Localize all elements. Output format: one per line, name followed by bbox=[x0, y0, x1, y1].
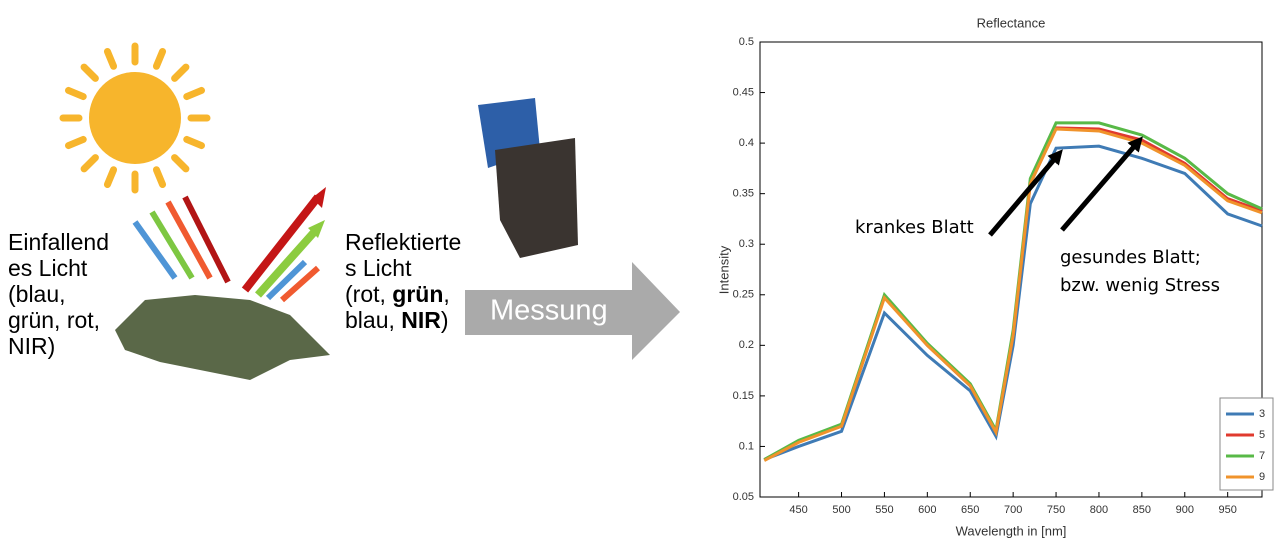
reflected-text-part: NIR bbox=[401, 307, 441, 333]
sun-ray bbox=[152, 166, 167, 189]
legend-label: 3 bbox=[1259, 408, 1265, 420]
sun-ray bbox=[183, 135, 206, 150]
sun-ray bbox=[103, 47, 118, 70]
sun bbox=[59, 42, 211, 194]
annotation: bzw. wenig Stress bbox=[1060, 275, 1220, 296]
y-tick-label: 0.05 bbox=[733, 491, 754, 503]
sun-ray bbox=[80, 63, 99, 82]
series-line bbox=[763, 144, 1263, 461]
x-tick-label: 900 bbox=[1176, 504, 1194, 516]
reflected-text-part: grün bbox=[392, 281, 443, 307]
incident-text: es Licht bbox=[8, 255, 88, 281]
light-arrows bbox=[132, 187, 326, 303]
sun-ray bbox=[171, 154, 190, 173]
plot-frame bbox=[759, 41, 1263, 498]
series-line bbox=[763, 127, 1263, 462]
x-tick-label: 650 bbox=[961, 504, 979, 516]
x-tick-label: 850 bbox=[1133, 504, 1151, 516]
measure-label: Messung bbox=[490, 295, 608, 327]
incident-text: (blau, bbox=[8, 281, 66, 307]
sun-ray bbox=[64, 135, 87, 150]
x-tick-label: 600 bbox=[918, 504, 936, 516]
y-axis-label: Intensity bbox=[716, 245, 731, 294]
y-tick-label: 0.4 bbox=[739, 137, 754, 149]
chart-title: Reflectance bbox=[977, 15, 1046, 30]
x-tick-label: 750 bbox=[1047, 504, 1065, 516]
y-tick-label: 0.45 bbox=[733, 86, 754, 98]
reflected-text: s Licht bbox=[345, 255, 412, 281]
sun-ray bbox=[183, 86, 206, 101]
reflected-text: (rot, grün, bbox=[345, 281, 450, 307]
x-tick-label: 800 bbox=[1090, 504, 1108, 516]
incident-text: grün, rot, bbox=[8, 307, 100, 333]
reflected-text-part: , bbox=[443, 281, 449, 307]
sun-ray bbox=[80, 154, 99, 173]
x-tick-label: 950 bbox=[1218, 504, 1236, 516]
x-axis-label: Wavelength in [nm] bbox=[956, 523, 1067, 538]
x-tick-label: 450 bbox=[789, 504, 807, 516]
measure-arrow bbox=[465, 262, 680, 360]
y-tick-label: 0.25 bbox=[733, 289, 754, 301]
reflected-text: blau, NIR) bbox=[345, 307, 449, 333]
legend-label: 7 bbox=[1259, 450, 1265, 462]
x-tick-label: 550 bbox=[875, 504, 893, 516]
leaf bbox=[115, 295, 330, 380]
y-tick-label: 0.5 bbox=[739, 36, 754, 48]
y-tick-label: 0.15 bbox=[733, 390, 754, 402]
x-tick-label: 500 bbox=[832, 504, 850, 516]
x-tick-label: 700 bbox=[1004, 504, 1022, 516]
camera bbox=[478, 98, 578, 258]
annotation-arrow bbox=[988, 149, 1063, 237]
sun-ray bbox=[171, 63, 190, 82]
legend-label: 5 bbox=[1259, 429, 1265, 441]
y-tick-label: 0.3 bbox=[739, 238, 754, 250]
incident-text: NIR) bbox=[8, 333, 55, 359]
sun-ray bbox=[152, 47, 167, 70]
y-tick-label: 0.35 bbox=[733, 188, 754, 200]
legend-label: 9 bbox=[1259, 471, 1265, 483]
y-tick-label: 0.2 bbox=[739, 339, 754, 351]
reflected-text-part: (rot, bbox=[345, 281, 392, 307]
incident-text: Einfallend bbox=[8, 229, 109, 255]
reflected-text-part: ) bbox=[441, 307, 449, 333]
reflected-text-part: blau, bbox=[345, 307, 401, 333]
y-tick-label: 0.1 bbox=[739, 440, 754, 452]
reflected-text: Reflektierte bbox=[345, 229, 461, 255]
annotation: gesundes Blatt; bbox=[1060, 247, 1201, 268]
annotation-arrow bbox=[1060, 136, 1143, 232]
annotation: krankes Blatt bbox=[855, 217, 974, 238]
sun-ray bbox=[64, 86, 87, 101]
sun-ray bbox=[103, 166, 118, 189]
